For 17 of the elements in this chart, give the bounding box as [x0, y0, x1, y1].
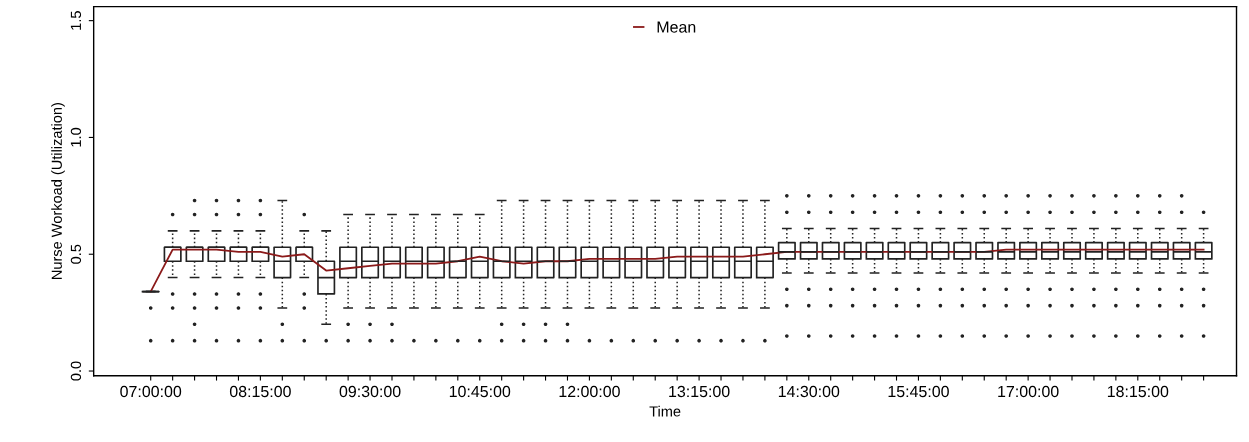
y-tick-label: 0.5: [70, 244, 82, 264]
legend-label: Mean: [657, 21, 696, 33]
x-tick-label: 07:00:00: [120, 385, 182, 398]
y-axis-title: Nurse Workoad (Utilization): [51, 103, 65, 279]
x-tick-label: 17:00:00: [998, 385, 1059, 398]
y-tick-label: 0.0: [70, 361, 82, 381]
x-tick-label: 12:00:00: [559, 385, 620, 398]
y-tick-label: 1.5: [70, 11, 82, 30]
x-tick-label: 10:45:00: [449, 385, 511, 398]
x-tick-label: 15:45:00: [888, 385, 949, 398]
y-tick-label: 1.0: [70, 127, 82, 147]
x-tick-label: 08:15:00: [229, 385, 291, 398]
x-tick-label: 09:30:00: [339, 385, 401, 398]
x-axis-title: Time: [649, 405, 681, 417]
x-tick-label: 18:15:00: [1107, 385, 1169, 398]
x-tick-label: 14:30:00: [778, 385, 840, 398]
x-tick-label: 13:15:00: [669, 385, 730, 398]
